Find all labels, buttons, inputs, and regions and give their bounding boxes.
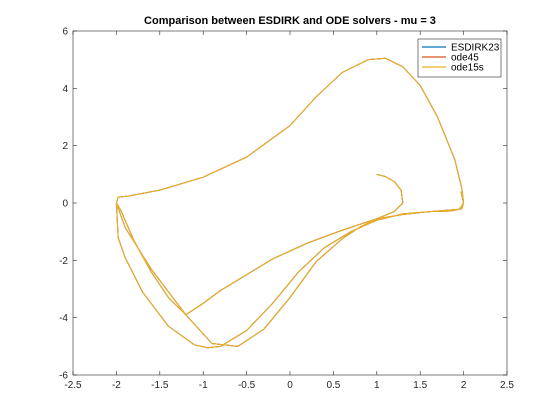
x-tick-label: 2.5 [500, 380, 514, 391]
chart-title: Comparison between ESDIRK and ODE solver… [144, 15, 436, 27]
x-tick-label: -2 [112, 380, 121, 391]
legend-box [417, 38, 502, 78]
y-tick-label: -2 [59, 256, 68, 267]
x-tick-label: -0.5 [238, 380, 256, 391]
x-tick-label: 2 [461, 380, 467, 391]
x-tick-label: -2.5 [64, 380, 82, 391]
y-tick-label: 4 [62, 84, 68, 95]
y-tick-label: 6 [62, 27, 68, 38]
y-tick-label: -4 [59, 313, 68, 324]
legend-entry-label: ode45 [451, 53, 479, 64]
legend-entry-label: ode15s [451, 63, 484, 74]
y-tick-label: -6 [59, 371, 68, 382]
x-tick-label: 1.5 [413, 380, 427, 391]
x-tick-label: 1 [374, 380, 380, 391]
y-axis: -6 -4 -2 0 2 4 6 [59, 27, 507, 382]
x-tick-label: 0.5 [326, 380, 340, 391]
x-tick-label: -1 [199, 380, 208, 391]
legend-entry-label: ESDIRK23 [451, 43, 500, 54]
plot-series-group [115, 57, 465, 349]
series-line-3 [115, 57, 465, 349]
x-tick-label: -1.5 [151, 380, 169, 391]
y-tick-label: 0 [62, 199, 68, 210]
x-tick-label: 0 [287, 380, 293, 391]
x-axis: -2.5 -2 -1.5 -1 -0.5 0 0.5 1 1.5 2 2.5 [64, 31, 514, 391]
y-tick-label: 2 [62, 141, 68, 152]
